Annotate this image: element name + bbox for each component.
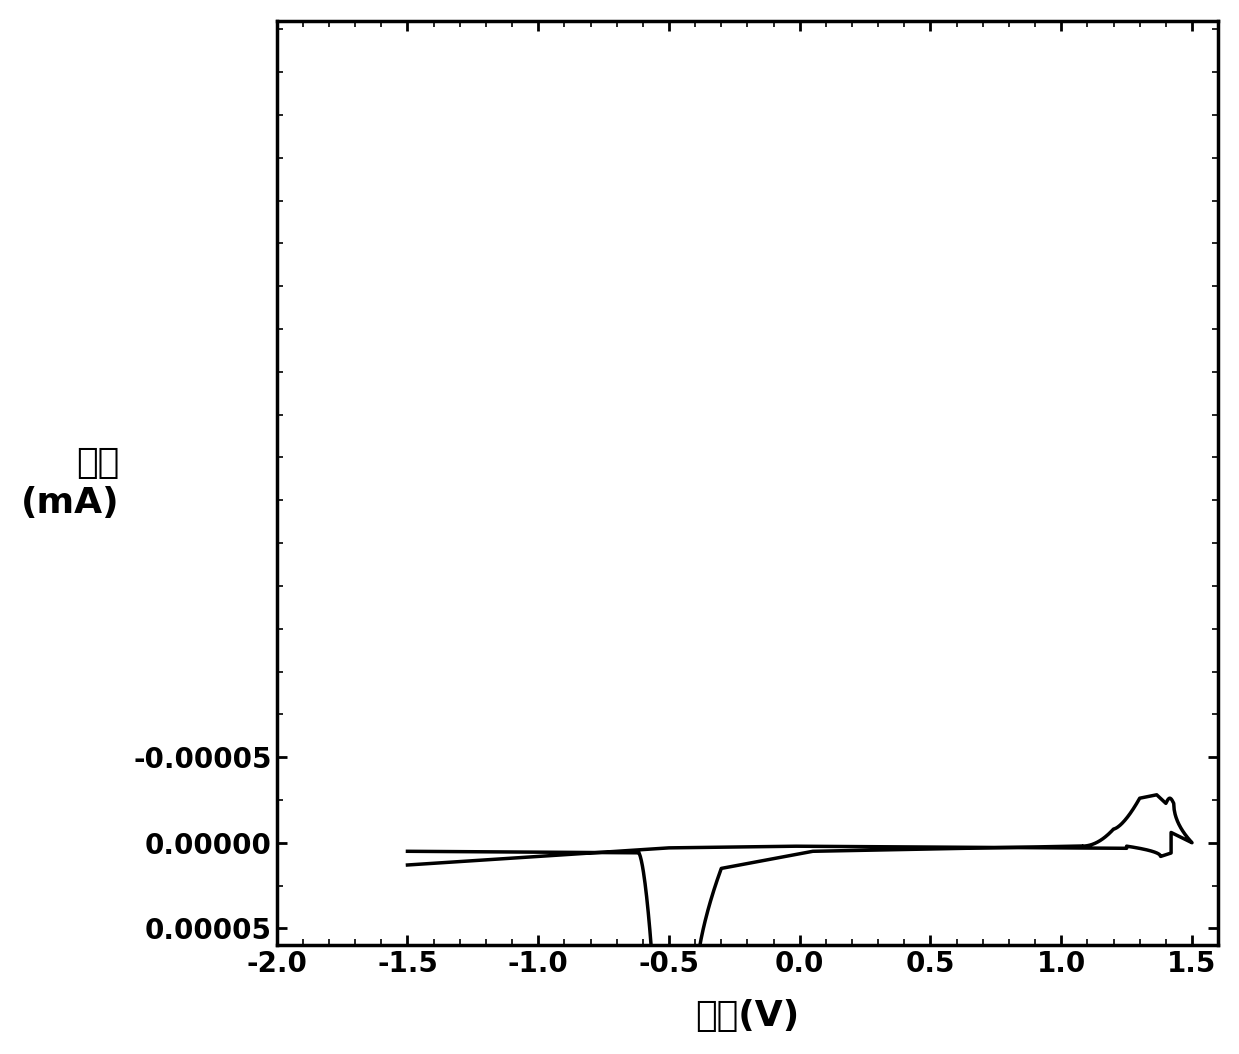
Y-axis label: 电流
(mA): 电流 (mA)	[21, 447, 119, 520]
X-axis label: 电势(V): 电势(V)	[695, 999, 799, 1033]
